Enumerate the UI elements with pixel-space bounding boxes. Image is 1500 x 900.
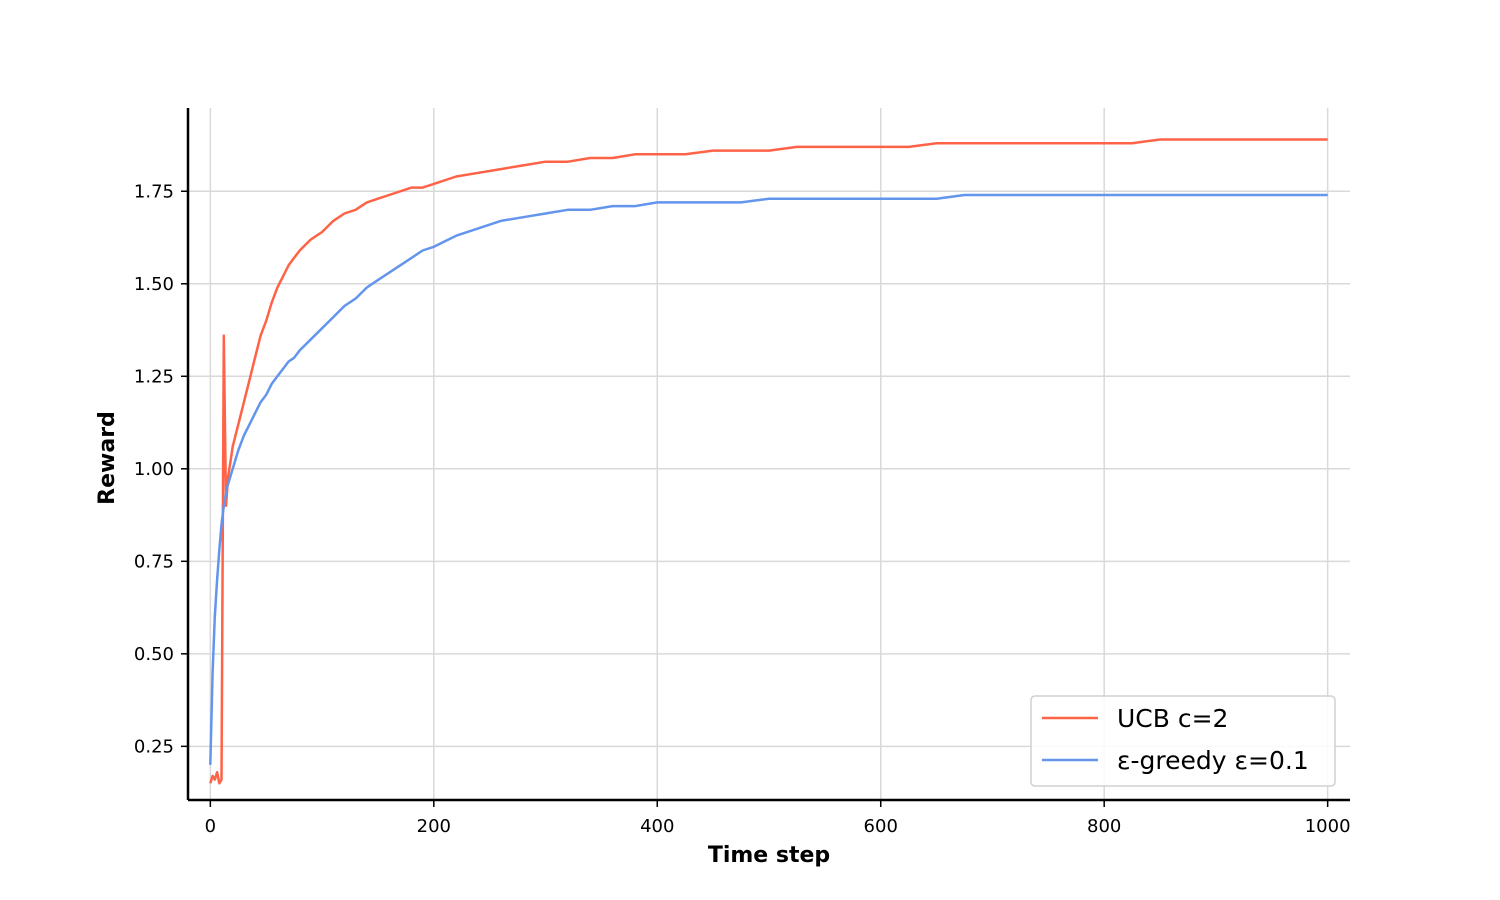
- legend-label-ucb: UCB c=2: [1117, 704, 1228, 733]
- x-tick-label: 400: [640, 816, 674, 837]
- x-tick-label: 600: [864, 816, 898, 837]
- legend-label-eps-greedy: ε-greedy ε=0.1: [1117, 746, 1309, 775]
- axes: [186, 108, 1350, 802]
- legend: UCB c=2 ε-greedy ε=0.1: [1030, 695, 1336, 787]
- y-tick-label: 0.25: [134, 736, 174, 757]
- y-tick-label: 0.75: [134, 551, 174, 572]
- y-ticks: 0.25 0.50 0.75 1.00 1.25 1.50 1.75: [134, 181, 188, 757]
- x-axis-label: Time step: [708, 843, 830, 868]
- x-tick-label: 200: [417, 816, 451, 837]
- x-ticks: 0 200 400 600 800 1000: [205, 800, 1351, 837]
- y-tick-label: 1.50: [134, 274, 174, 295]
- y-axis-label: Reward: [95, 411, 120, 505]
- legend-frame: [1030, 695, 1336, 787]
- x-tick-label: 800: [1087, 816, 1121, 837]
- y-tick-label: 1.75: [134, 181, 174, 202]
- eps-greedy-series-line: [209, 193, 1328, 765]
- grid: [188, 108, 1350, 800]
- y-tick-label: 1.25: [134, 366, 174, 387]
- y-tick-label: 1.00: [134, 459, 174, 480]
- y-tick-label: 0.50: [134, 644, 174, 665]
- x-tick-label: 1000: [1305, 816, 1351, 837]
- x-tick-label: 0: [205, 816, 216, 837]
- ucb-series-line: [209, 138, 1328, 785]
- series-layer: [209, 138, 1328, 785]
